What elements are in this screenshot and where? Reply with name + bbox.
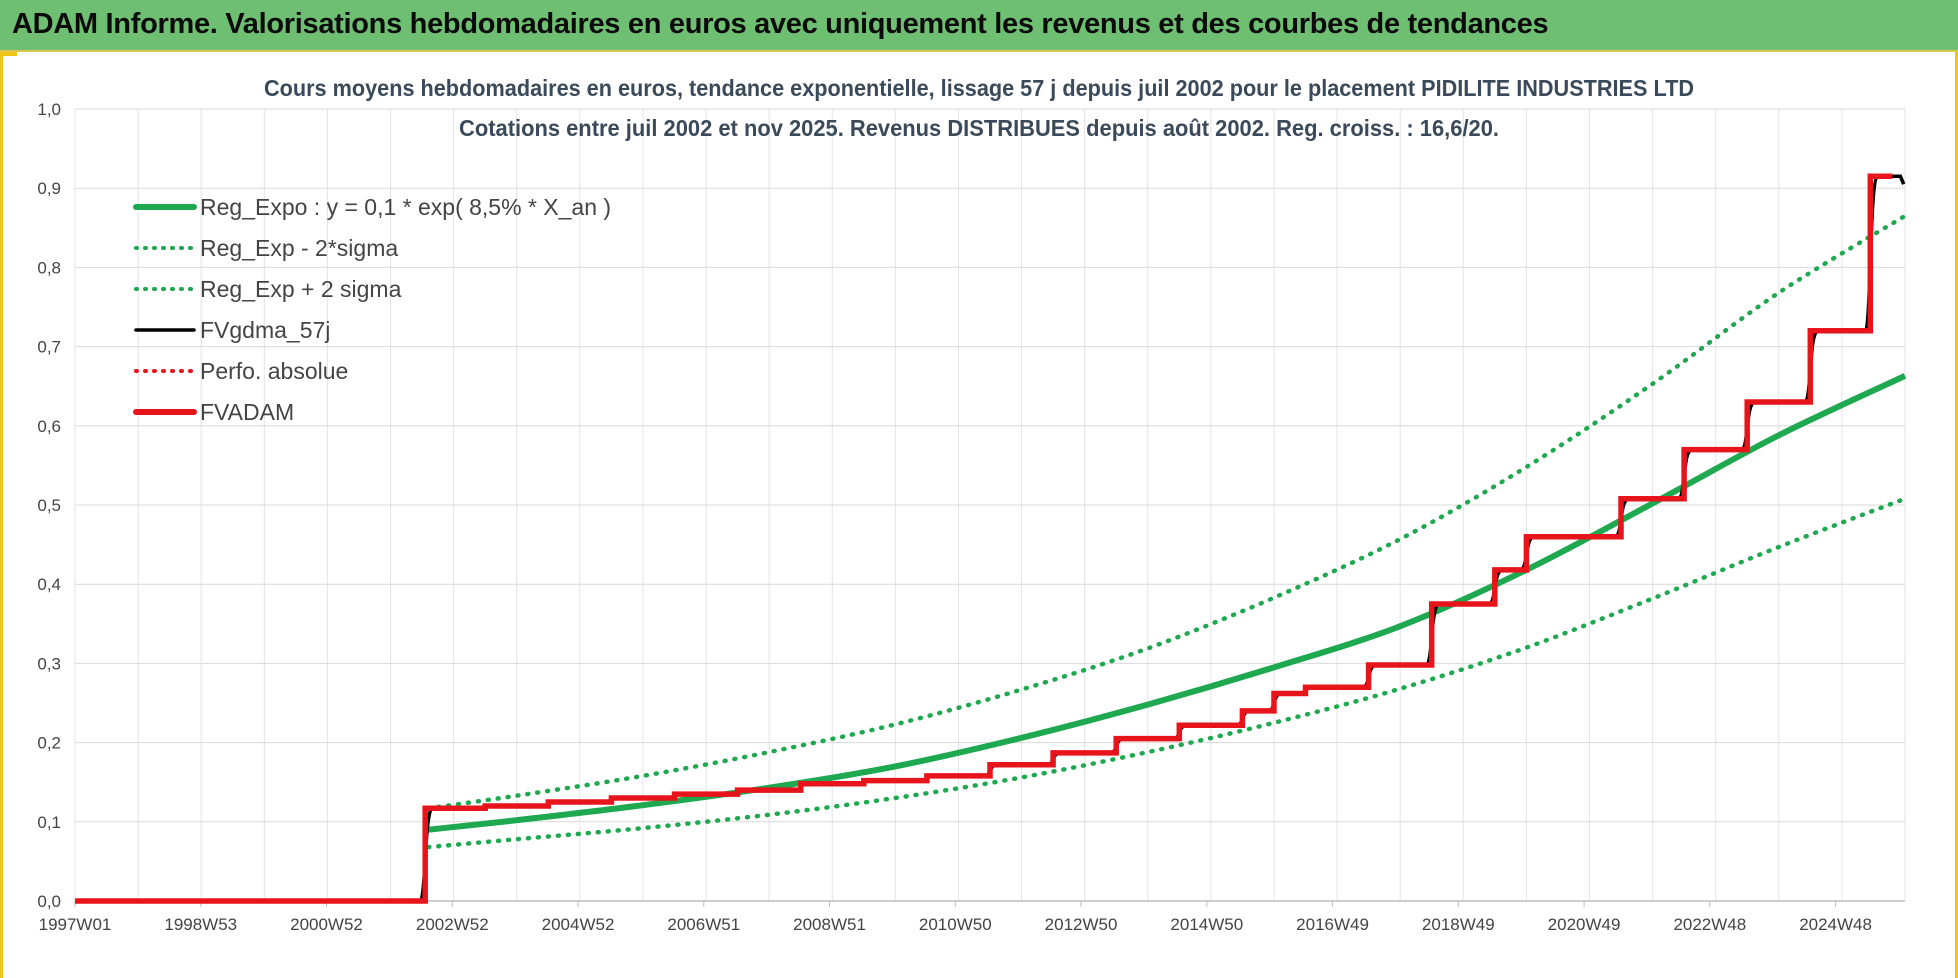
- series-reg-exp-minus-2sigma: [426, 496, 1908, 850]
- x-tick-label: 2014W50: [1170, 915, 1243, 934]
- legend-label: Reg_Exp - 2*sigma: [200, 235, 398, 261]
- app-header: ADAM Informe. Valorisations hebdomadaire…: [0, 0, 1958, 52]
- x-tick-label: 2008W51: [793, 915, 866, 934]
- x-tick-label: 2022W48: [1673, 915, 1746, 934]
- y-tick-label: 0,2: [37, 734, 61, 753]
- chart-title: Cours moyens hebdomadaires en euros, ten…: [264, 75, 1694, 141]
- chart-frame: Cours moyens hebdomadaires en euros, ten…: [0, 52, 1958, 978]
- x-tick-label: 2002W52: [416, 915, 489, 934]
- legend-label: FVgdma_57j: [200, 317, 330, 343]
- legend-label: Reg_Expo : y = 0,1 * exp( 8,5% * X_an ): [200, 194, 611, 220]
- x-tick-label: 2006W51: [667, 915, 740, 934]
- y-tick-label: 0,0: [37, 892, 61, 911]
- y-tick-label: 0,7: [37, 338, 61, 357]
- y-tick-label: 0,6: [37, 417, 61, 436]
- x-tick-label: 2004W52: [542, 915, 615, 934]
- chart-legend: Reg_Expo : y = 0,1 * exp( 8,5% * X_an ) R…: [133, 194, 611, 425]
- line-chart: Cours moyens hebdomadaires en euros, ten…: [37, 75, 1908, 934]
- page-title: ADAM Informe. Valorisations hebdomadaire…: [12, 8, 1549, 40]
- x-tick-label: 2012W50: [1045, 915, 1118, 934]
- x-tick-label: 2024W48: [1799, 915, 1872, 934]
- y-tick-label: 0,8: [37, 258, 61, 277]
- x-tick-label: 2018W49: [1422, 915, 1495, 934]
- legend-label: Reg_Exp + 2 sigma: [200, 276, 402, 302]
- y-tick-label: 0,1: [37, 813, 61, 832]
- x-tick-label: 1998W53: [164, 915, 237, 934]
- frame-corner-mark: [3, 52, 17, 56]
- series-fvadam: [75, 173, 1893, 904]
- chart-title-line-1: Cours moyens hebdomadaires en euros, ten…: [264, 75, 1694, 101]
- y-tick-label: 0,3: [37, 654, 61, 673]
- legend-label: Perfo. absolue: [200, 358, 348, 384]
- series-reg-expo: [428, 373, 1907, 833]
- x-tick-label: 2016W49: [1296, 915, 1369, 934]
- y-tick-label: 0,9: [37, 179, 61, 198]
- y-tick-label: 0,5: [37, 496, 61, 515]
- x-tick-label: 1997W01: [39, 915, 112, 934]
- legend-label: FVADAM: [200, 399, 294, 425]
- x-tick-label: 2000W52: [290, 915, 363, 934]
- x-tick-label: 2010W50: [919, 915, 992, 934]
- chart-series: [75, 173, 1908, 904]
- series-reg-exp-plus-2sigma: [426, 213, 1908, 811]
- chart-grid: [74, 108, 1906, 902]
- y-tick-label: 0,4: [37, 575, 61, 594]
- y-tick-label: 1,0: [37, 100, 61, 119]
- x-tick-label: 2020W49: [1548, 915, 1621, 934]
- chart-title-line-2: Cotations entre juil 2002 et nov 2025. R…: [459, 115, 1499, 141]
